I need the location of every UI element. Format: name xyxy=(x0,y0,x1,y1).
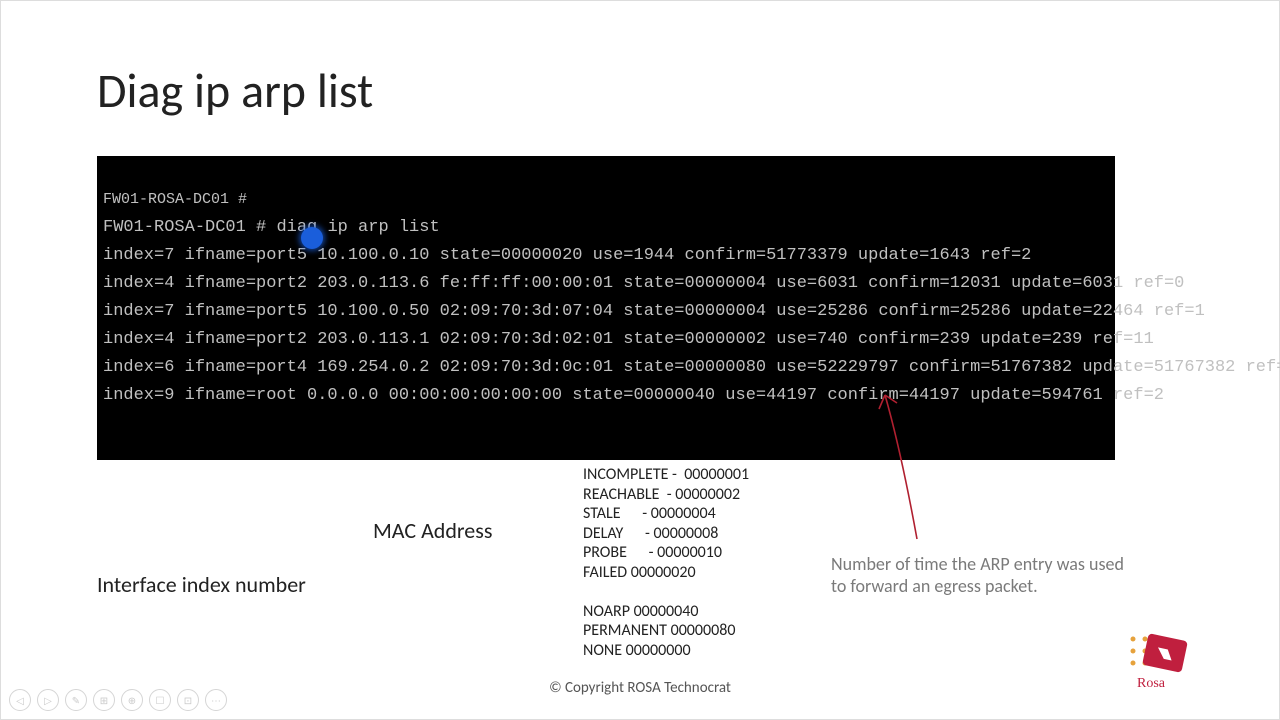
label-interface-index: Interface index number xyxy=(97,571,306,598)
slides-button[interactable]: ⊞ xyxy=(93,689,115,711)
terminal-prompt: FW01-ROSA-DC01 # xyxy=(103,218,266,237)
terminal-output: FW01-ROSA-DC01 # FW01-ROSA-DC01 # diag i… xyxy=(97,156,1115,460)
caption-button[interactable]: ☐ xyxy=(149,689,171,711)
label-mac-address: MAC Address xyxy=(373,517,492,544)
state-codes-list: INCOMPLETE - 00000001 REACHABLE - 000000… xyxy=(583,465,749,660)
cursor-highlight-icon xyxy=(301,227,323,249)
terminal-row: index=4 ifname=port2 203.0.113.6 fe:ff:f… xyxy=(103,274,1184,293)
callout-text: Number of time the ARP entry was used to… xyxy=(831,553,1131,597)
presentation-controls: ◁ ▷ ✎ ⊞ ⊕ ☐ ⊡ ⋯ xyxy=(9,689,227,711)
terminal-row: index=7 ifname=port5 10.100.0.50 02:09:7… xyxy=(103,302,1205,321)
next-slide-button[interactable]: ▷ xyxy=(37,689,59,711)
rosa-logo-icon: Rosa xyxy=(1117,631,1191,701)
slide-title: Diag ip arp list xyxy=(97,61,1183,120)
terminal-row: index=6 ifname=port4 169.254.0.2 02:09:7… xyxy=(103,358,1280,377)
zoom-button[interactable]: ⊕ xyxy=(121,689,143,711)
terminal-row: index=9 ifname=root 0.0.0.0 00:00:00:00:… xyxy=(103,386,1164,405)
logo-text: Rosa xyxy=(1137,676,1166,691)
view-button[interactable]: ⊡ xyxy=(177,689,199,711)
terminal-prompt-top: FW01-ROSA-DC01 # xyxy=(103,191,247,208)
prev-slide-button[interactable]: ◁ xyxy=(9,689,31,711)
more-button[interactable]: ⋯ xyxy=(205,689,227,711)
terminal-row: index=7 ifname=port5 10.100.0.10 state=0… xyxy=(103,246,1031,265)
pen-button[interactable]: ✎ xyxy=(65,689,87,711)
callout-arrow-icon xyxy=(871,381,951,551)
terminal-row: index=4 ifname=port2 203.0.113.1 02:09:7… xyxy=(103,330,1154,349)
